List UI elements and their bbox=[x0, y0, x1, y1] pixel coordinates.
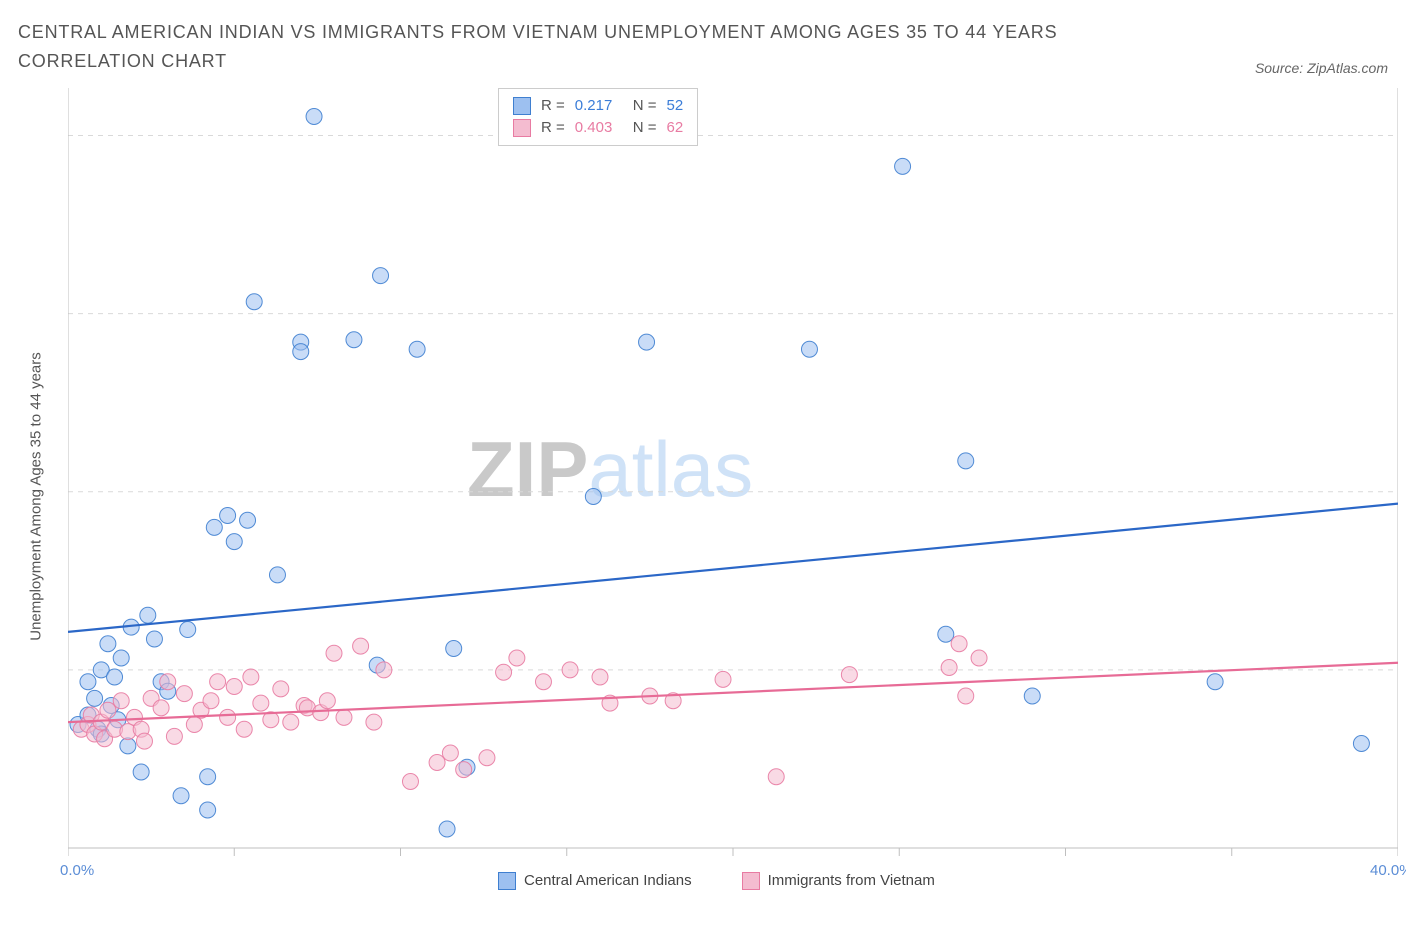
stat-n-label: N = bbox=[633, 119, 657, 136]
scatter-plot bbox=[68, 88, 1398, 888]
stats-row: R = 0.217 N = 52 bbox=[513, 95, 683, 117]
chart-area: Unemployment Among Ages 35 to 44 years Z… bbox=[68, 88, 1398, 888]
stat-r-value: 0.403 bbox=[575, 119, 623, 136]
legend-swatch bbox=[513, 119, 531, 137]
legend-item: Immigrants from Vietnam bbox=[742, 872, 935, 890]
chart-title: CENTRAL AMERICAN INDIAN VS IMMIGRANTS FR… bbox=[18, 18, 1118, 76]
stat-r-label: R = bbox=[541, 97, 565, 114]
stat-n-value: 62 bbox=[667, 119, 684, 136]
legend-item: Central American Indians bbox=[498, 872, 692, 890]
legend-swatch bbox=[498, 872, 516, 890]
legend-swatch bbox=[513, 97, 531, 115]
stat-n-label: N = bbox=[633, 97, 657, 114]
bottom-legend: Central American Indians Immigrants from … bbox=[498, 872, 935, 890]
x-tick-label: 0.0% bbox=[60, 862, 94, 879]
stats-legend-box: R = 0.217 N = 52 R = 0.403 N = 62 bbox=[498, 88, 698, 146]
x-tick-label: 40.0% bbox=[1370, 862, 1406, 879]
stat-r-value: 0.217 bbox=[575, 97, 623, 114]
legend-label: Immigrants from Vietnam bbox=[768, 872, 935, 889]
stats-row: R = 0.403 N = 62 bbox=[513, 117, 683, 139]
legend-swatch bbox=[742, 872, 760, 890]
legend-label: Central American Indians bbox=[524, 872, 692, 889]
chart-source: Source: ZipAtlas.com bbox=[1255, 60, 1388, 76]
stat-r-label: R = bbox=[541, 119, 565, 136]
y-axis-label: Unemployment Among Ages 35 to 44 years bbox=[28, 352, 45, 641]
chart-header: CENTRAL AMERICAN INDIAN VS IMMIGRANTS FR… bbox=[18, 18, 1388, 76]
stat-n-value: 52 bbox=[667, 97, 684, 114]
